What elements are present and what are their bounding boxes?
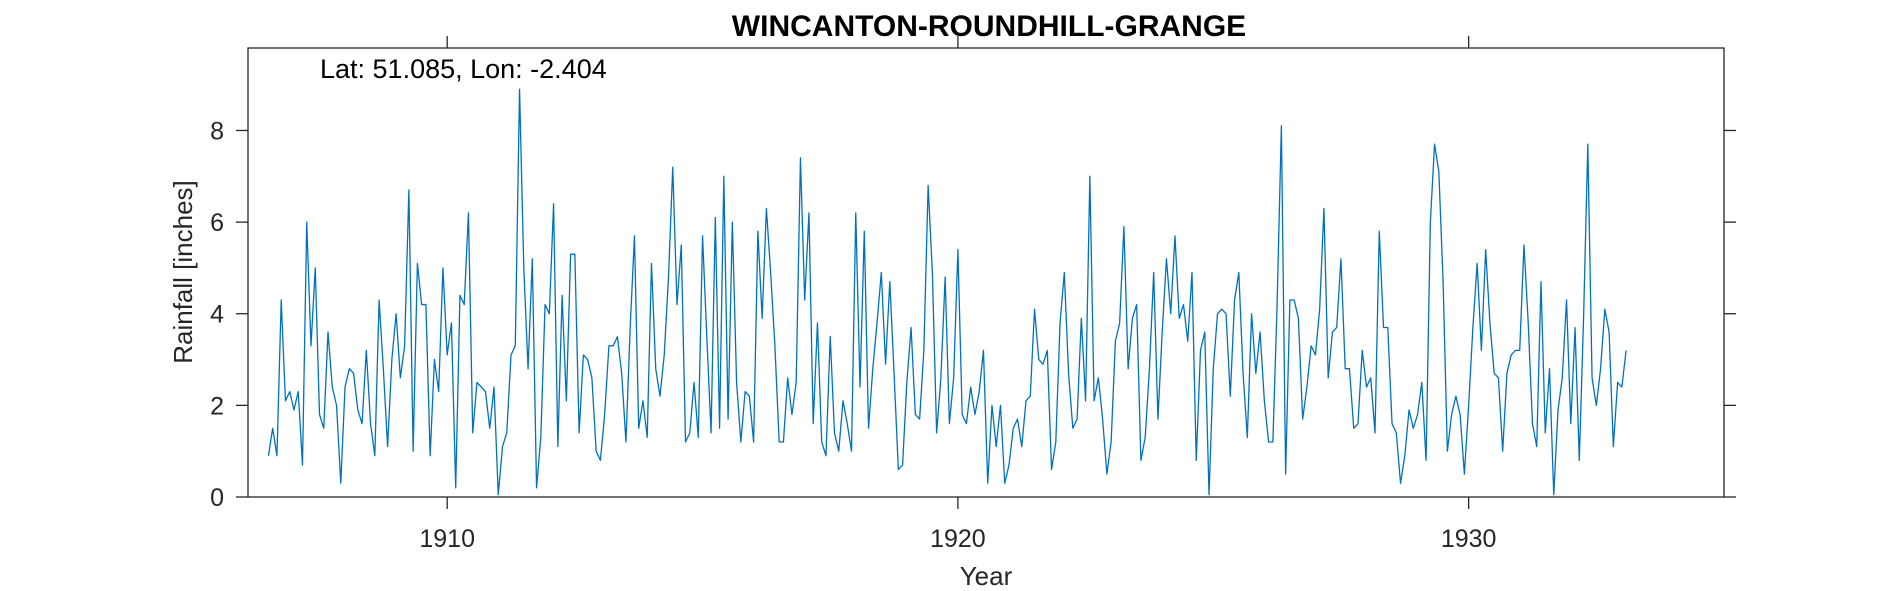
y-tick-label: 2 bbox=[210, 392, 224, 420]
x-axis-label: Year bbox=[960, 561, 1013, 591]
station-coordinates: Lat: 51.085, Lon: -2.404 bbox=[320, 54, 607, 84]
y-tick-label: 4 bbox=[210, 301, 224, 329]
y-axis-label: Rainfall [inches] bbox=[168, 180, 198, 364]
y-tick-label: 0 bbox=[210, 484, 224, 512]
x-tick-label: 1930 bbox=[1441, 525, 1497, 553]
x-tick-label: 1920 bbox=[930, 525, 986, 553]
chart-title: WINCANTON-ROUNDHILL-GRANGE bbox=[732, 10, 1246, 43]
series-layer bbox=[267, 88, 1627, 496]
y-tick-label: 6 bbox=[210, 209, 224, 237]
axis-ticks: 1910 1920 1930 0 2 4 6 8 bbox=[210, 36, 1736, 553]
x-tick-label: 1910 bbox=[419, 525, 475, 553]
rainfall-series-line bbox=[267, 88, 1627, 496]
y-tick-label: 8 bbox=[210, 117, 224, 145]
